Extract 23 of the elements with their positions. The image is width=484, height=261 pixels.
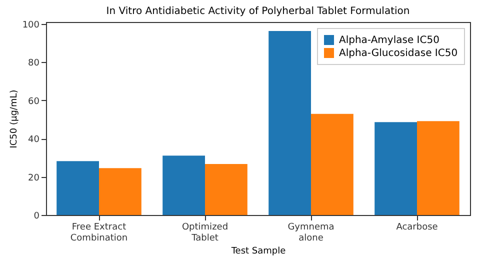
- x-tick-label: Acarbose: [396, 222, 438, 232]
- chart-title: In Vitro Antidiabetic Activity of Polyherbal Tablet Formulation: [106, 6, 410, 17]
- bar: [311, 114, 354, 215]
- y-tick-label: 80: [28, 58, 40, 69]
- y-tick-label: 100: [22, 20, 40, 30]
- bar: [205, 164, 248, 215]
- bar: [162, 156, 205, 215]
- y-tick-label: 0: [34, 212, 40, 222]
- y-tick-label: 60: [28, 96, 40, 107]
- y-tick-label: 40: [28, 135, 40, 146]
- x-axis-title: Test Sample: [230, 246, 286, 256]
- x-tick-label: Optimized Tablet: [182, 222, 228, 244]
- y-tick-label: 20: [28, 173, 40, 184]
- bar: [99, 168, 142, 215]
- y-axis-title: IC50 (µg/mL): [9, 90, 20, 148]
- legend-label: Alpha-Glucosidase IC50: [339, 48, 458, 59]
- bar: [417, 121, 460, 215]
- bar: [374, 122, 417, 215]
- x-tick-label: Free Extract Combination: [70, 222, 128, 244]
- legend-label: Alpha-Amylase IC50: [339, 35, 440, 46]
- bar: [268, 30, 311, 215]
- bar: [56, 161, 99, 215]
- x-tick-label: Gymnema alone: [288, 222, 334, 244]
